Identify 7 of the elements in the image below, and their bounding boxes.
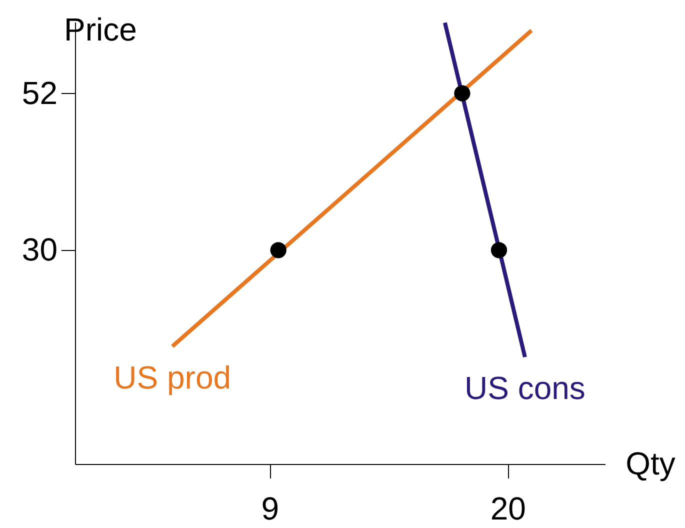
x-axis-title: Qty [626, 446, 676, 482]
x-tick-label: 9 [261, 490, 280, 526]
series-label: US cons [464, 370, 586, 406]
y-tick-label: 30 [22, 232, 58, 268]
y-tick-label: 52 [22, 74, 58, 111]
series-label: US prod [114, 359, 232, 396]
x-tick-label: 20 [490, 490, 526, 526]
